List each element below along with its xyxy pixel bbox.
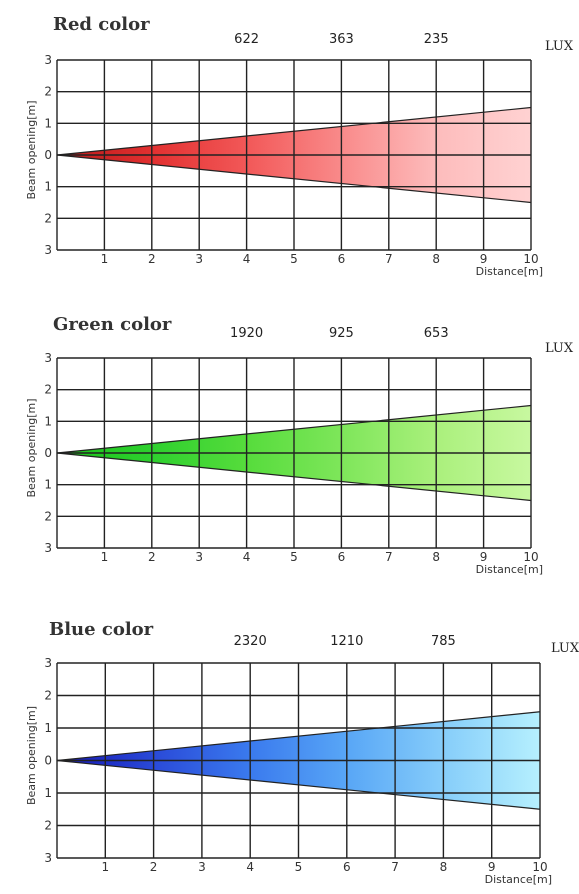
x-tick-label: 1 xyxy=(101,860,109,874)
x-tick-label: 6 xyxy=(343,860,351,874)
x-tick-label: 10 xyxy=(532,860,547,874)
y-tick-label: 3 xyxy=(44,53,52,67)
y-tick-label: 3 xyxy=(44,541,52,555)
y-tick-label: 3 xyxy=(44,243,52,257)
lux-value: 363 xyxy=(329,32,354,47)
y-axis-label: Beam opening[m] xyxy=(25,398,38,497)
x-axis-label: Distance[m] xyxy=(476,265,543,278)
beam-edge-lower xyxy=(56,759,541,810)
x-tick-label: 10 xyxy=(523,550,538,564)
y-tick-label: 1 xyxy=(44,116,52,130)
y-tick-label: 0 xyxy=(44,148,52,162)
x-tick-label: 7 xyxy=(391,860,399,874)
lux-value: 785 xyxy=(431,634,456,649)
x-tick-label: 6 xyxy=(338,550,346,564)
lux-label: LUX xyxy=(545,39,574,54)
beam-edge-lower xyxy=(56,452,532,502)
x-tick-label: 9 xyxy=(480,550,488,564)
x-tick-label: 2 xyxy=(148,252,156,266)
x-tick-label: 2 xyxy=(148,550,156,564)
y-tick-label: 3 xyxy=(44,851,52,865)
x-tick-label: 10 xyxy=(523,252,538,266)
y-tick-label: 2 xyxy=(44,211,52,225)
lux-label: LUX xyxy=(545,341,574,356)
y-tick-label: 2 xyxy=(44,689,52,703)
chart-title: Blue color xyxy=(49,619,154,640)
beam-edge-upper xyxy=(56,711,541,762)
x-tick-label: 4 xyxy=(243,550,251,564)
x-axis-label: Distance[m] xyxy=(476,563,543,576)
lux-value: 235 xyxy=(424,32,449,47)
x-tick-label: 7 xyxy=(385,252,393,266)
beam-edge-lower xyxy=(56,154,532,204)
lux-value: 653 xyxy=(424,326,449,341)
y-tick-label: 1 xyxy=(44,478,52,492)
lux-value: 925 xyxy=(329,326,354,341)
lux-value: 1920 xyxy=(230,326,263,341)
x-tick-label: 3 xyxy=(198,860,206,874)
lux-label: LUX xyxy=(551,641,579,656)
y-tick-label: 2 xyxy=(44,383,52,397)
x-tick-label: 9 xyxy=(480,252,488,266)
chart-title: Green color xyxy=(53,314,172,335)
x-tick-label: 4 xyxy=(243,252,251,266)
x-tick-label: 8 xyxy=(432,550,440,564)
x-axis-label: Distance[m] xyxy=(485,873,552,886)
y-tick-label: 0 xyxy=(44,754,52,768)
x-tick-label: 3 xyxy=(195,550,203,564)
y-tick-label: 1 xyxy=(44,414,52,428)
lux-value: 1210 xyxy=(330,634,363,649)
x-tick-label: 1 xyxy=(101,550,109,564)
x-tick-label: 2 xyxy=(150,860,158,874)
y-tick-label: 1 xyxy=(44,721,52,735)
beam-edge-upper xyxy=(56,106,532,156)
y-tick-label: 2 xyxy=(44,85,52,99)
x-tick-label: 5 xyxy=(290,550,298,564)
x-tick-label: 9 xyxy=(488,860,496,874)
y-axis-label: Beam opening[m] xyxy=(25,100,38,199)
lux-value: 622 xyxy=(234,32,259,47)
beam-edge-upper xyxy=(56,404,532,454)
y-tick-label: 1 xyxy=(44,786,52,800)
x-tick-label: 6 xyxy=(338,252,346,266)
x-tick-label: 4 xyxy=(246,860,254,874)
x-tick-label: 8 xyxy=(440,860,448,874)
x-tick-label: 3 xyxy=(195,252,203,266)
x-tick-label: 1 xyxy=(101,252,109,266)
x-tick-label: 8 xyxy=(432,252,440,266)
y-tick-label: 0 xyxy=(44,446,52,460)
chart-title: Red color xyxy=(53,14,150,35)
y-tick-label: 2 xyxy=(44,509,52,523)
lux-value: 2320 xyxy=(234,634,267,649)
y-tick-label: 3 xyxy=(44,656,52,670)
y-tick-label: 2 xyxy=(44,819,52,833)
x-tick-label: 5 xyxy=(295,860,303,874)
y-axis-label: Beam opening[m] xyxy=(25,706,38,805)
x-tick-label: 7 xyxy=(385,550,393,564)
y-tick-label: 3 xyxy=(44,351,52,365)
y-tick-label: 1 xyxy=(44,180,52,194)
x-tick-label: 5 xyxy=(290,252,298,266)
